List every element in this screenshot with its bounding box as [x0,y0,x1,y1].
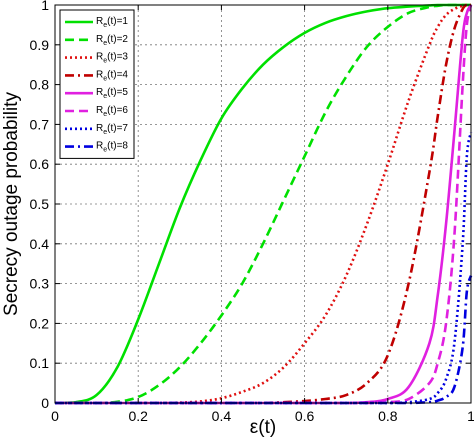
y-tick-label: 0 [41,395,49,411]
y-tick-label: 0.8 [30,77,50,93]
legend-label-sub: e [103,129,107,136]
y-tick-label: 0.2 [30,315,50,331]
x-tick-label: 1 [467,408,474,424]
y-tick-label: 0.5 [30,196,50,212]
legend-label-main: R [96,69,103,80]
x-tick-label: 0.6 [295,408,315,424]
series-line-2 [55,3,471,405]
legend-label-1: Re(t)=1 [96,16,128,29]
y-tick-label: 0.4 [30,236,50,252]
legend-label-sub: e [103,93,107,100]
legend-label-tail: (t)=8 [107,141,128,152]
y-tick-label: 0.1 [30,355,50,371]
x-tick-label: 0 [51,408,59,424]
y-axis-title: Secrecy outage probability [1,92,22,316]
legend-label-4: Re(t)=4 [96,69,128,82]
legend-label-sub: e [103,40,107,47]
legend-label-2: Re(t)=2 [96,34,128,47]
x-tick-label: 0.8 [378,408,398,424]
x-tick-label: 0.2 [128,408,148,424]
legend-label-sub: e [103,147,107,154]
x-tick-label: 0.4 [212,408,232,424]
legend-label-main: R [96,141,103,152]
legend-label-8: Re(t)=8 [96,141,128,154]
axis-ticks: 0 0.2 0.4 0.6 0.8 1 0 0.1 0.2 0.3 0.4 0.5 0.6 0.7 0.8 0… [30,0,474,424]
grid [55,5,471,403]
legend-label-main: R [96,34,103,45]
legend-label-3: Re(t)=3 [96,52,128,65]
legend-label-main: R [96,16,103,27]
legend: Re(t)=1Re(t)=2Re(t)=3Re(t)=4Re(t)=5Re(t)… [59,9,135,159]
legend-label-tail: (t)=1 [107,16,128,27]
legend-label-main: R [96,123,103,134]
legend-label-tail: (t)=7 [107,123,128,134]
legend-label-sub: e [103,111,107,118]
legend-label-sub: e [103,75,107,82]
legend-label-tail: (t)=3 [107,52,128,63]
legend-label-tail: (t)=6 [107,105,128,116]
legend-label-tail: (t)=4 [107,69,128,80]
legend-label-tail: (t)=2 [107,34,128,45]
legend-label-main: R [96,105,103,116]
legend-label-sub: e [103,58,107,65]
y-tick-label: 0.3 [30,276,50,292]
y-tick-label: 0.6 [30,156,50,172]
y-tick-label: 1 [41,0,49,13]
legend-label-6: Re(t)=6 [96,105,128,118]
legend-label-7: Re(t)=7 [96,123,128,136]
legend-label-main: R [96,52,103,63]
y-tick-label: 0.9 [30,37,50,53]
legend-label-sub: e [103,22,107,29]
legend-label-tail: (t)=5 [107,87,128,98]
x-axis-title: ε(t) [250,417,276,437]
legend-label-5: Re(t)=5 [96,87,128,100]
y-tick-label: 0.7 [30,116,50,132]
legend-box [59,9,135,159]
legend-label-main: R [96,87,103,98]
